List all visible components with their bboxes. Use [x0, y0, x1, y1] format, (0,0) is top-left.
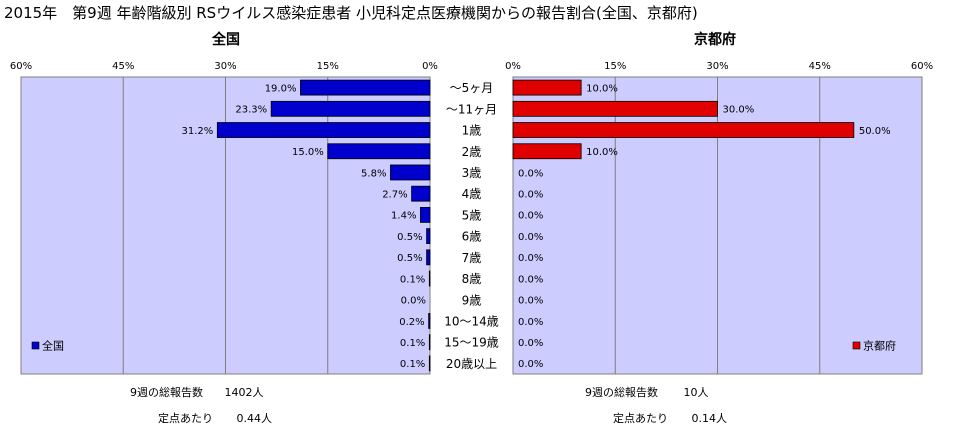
kyoto-bar [512, 122, 855, 138]
national-per-value: 0.44人 [236, 412, 273, 425]
national-total-value: 1402人 [224, 386, 264, 399]
age-category-label: ～5ヶ月 [450, 81, 494, 95]
age-category-label: 3歳 [462, 166, 482, 180]
national-data-label: 1.4% [391, 211, 416, 222]
national-data-label: 0.5% [397, 232, 422, 243]
kyoto-per-label: 定点あたり [613, 412, 668, 425]
national-data-label: 5.8% [361, 168, 386, 179]
national-data-label: 19.0% [265, 83, 297, 94]
national-bar [300, 79, 431, 96]
kyoto-data-label: 0.0% [518, 317, 543, 328]
national-data-label: 31.2% [182, 126, 214, 137]
kyoto-bars: 10.0% 30.0% 50.0% 10.0% 0.0% 0.0% 0.0% 0.0% 0.0%… [512, 79, 891, 370]
age-category-label: 2歳 [462, 145, 482, 159]
kyoto-legend-label: 京都府 [863, 339, 896, 353]
kyoto-data-label: 0.0% [518, 211, 543, 222]
national-data-label: 23.3% [235, 105, 267, 116]
kyoto-bar [512, 100, 718, 117]
age-category-label: 5歳 [462, 208, 482, 222]
national-bar [428, 334, 431, 351]
kyoto-tick-label: 60% [911, 61, 933, 72]
national-bar [420, 206, 431, 223]
national-bar [428, 313, 431, 329]
page-title: 2015年 第9週 年齢階級別 RSウイルス感染症患者 小児科定点医療機関からの… [4, 4, 698, 22]
kyoto-data-label: 0.0% [518, 274, 543, 285]
national-bar [411, 185, 431, 202]
age-category-label: 4歳 [462, 187, 482, 201]
national-data-label: 0.2% [399, 317, 424, 328]
age-category-label: 9歳 [462, 293, 482, 307]
age-category-label: 8歳 [462, 272, 482, 286]
national-bar [270, 100, 431, 117]
national-data-label: 0.1% [400, 359, 425, 370]
national-data-label: 0.1% [400, 338, 425, 349]
kyoto-data-label: 10.0% [586, 147, 618, 158]
kyoto-data-label: 0.0% [518, 253, 543, 264]
kyoto-data-label: 0.0% [518, 189, 543, 200]
national-data-label: 2.7% [382, 189, 407, 200]
national-data-label: 15.0% [292, 147, 324, 158]
kyoto-tick-label: 15% [604, 61, 626, 72]
kyoto-data-label: 0.0% [518, 168, 543, 179]
kyoto-data-label: 0.0% [518, 338, 543, 349]
age-category-label: 6歳 [462, 230, 482, 244]
kyoto-chart-title: 京都府 [694, 31, 736, 48]
national-tick-label: 30% [214, 61, 236, 72]
age-category-labels: ～5ヶ月 ～11ヶ月 1歳 2歳 3歳 4歳 5歳 6歳 7歳 8歳 9歳 10～14歳 15～19歳 2… [444, 81, 499, 371]
age-category-label: 1歳 [462, 124, 482, 138]
national-total-label: 9週の総報告数 [130, 386, 203, 399]
kyoto-per-value: 0.14人 [691, 412, 728, 425]
kyoto-data-label: 10.0% [586, 83, 618, 94]
national-data-label: 0.5% [397, 253, 422, 264]
national-legend-swatch [31, 341, 40, 350]
age-category-label: 20歳以上 [446, 357, 497, 371]
national-legend: 全国 [31, 339, 64, 353]
national-bar [428, 270, 431, 287]
national-tick-label: 60% [10, 61, 32, 72]
national-bar [216, 122, 431, 138]
kyoto-bar [512, 143, 582, 160]
national-tick-label: 45% [112, 61, 134, 72]
kyoto-tick-label: 0% [505, 61, 521, 72]
kyoto-data-label: 0.0% [518, 359, 543, 370]
kyoto-tick-label: 30% [706, 61, 728, 72]
national-bar [426, 249, 431, 266]
kyoto-legend-swatch [852, 341, 861, 350]
national-chart-title: 全国 [211, 31, 240, 48]
kyoto-per-row: 定点あたり 0.14人 [613, 410, 727, 426]
kyoto-total-row: 9週の総報告数 10人 [585, 384, 709, 400]
national-data-label: 0.1% [400, 274, 425, 285]
kyoto-bar [512, 79, 582, 96]
national-bar [428, 355, 431, 372]
age-category-label: ～11ヶ月 [446, 102, 497, 116]
national-tick-labels: 60% 45% 30% 15% 0% [10, 61, 438, 72]
kyoto-data-label: 30.0% [723, 105, 755, 116]
kyoto-tick-labels: 0% 15% 30% 45% 60% [505, 61, 933, 72]
kyoto-data-label: 0.0% [518, 232, 543, 243]
kyoto-data-label: 50.0% [859, 126, 891, 137]
kyoto-data-label: 0.0% [518, 296, 543, 307]
national-tick-label: 15% [317, 61, 339, 72]
national-bar [327, 143, 431, 160]
age-category-label: 15～19歳 [444, 336, 499, 350]
national-total-row: 9週の総報告数 1402人 [130, 384, 264, 400]
age-category-label: 10～14歳 [444, 314, 499, 328]
kyoto-total-value: 10人 [683, 386, 709, 399]
national-bar [390, 164, 431, 181]
kyoto-legend: 京都府 [852, 339, 896, 353]
age-category-label: 7歳 [462, 251, 482, 265]
national-per-row: 定点あたり 0.44人 [158, 410, 272, 426]
kyoto-tick-label: 45% [809, 61, 831, 72]
national-tick-label: 0% [422, 61, 438, 72]
national-data-label: 0.0% [401, 296, 426, 307]
kyoto-total-label: 9週の総報告数 [585, 386, 658, 399]
national-bars: 19.0% 23.3% 31.2% 15.0% 5.8% 2.7% 1.4% 0.5% 0.5%… [182, 79, 431, 372]
national-legend-label: 全国 [42, 339, 64, 353]
national-bar [426, 228, 431, 245]
national-per-label: 定点あたり [158, 412, 213, 425]
